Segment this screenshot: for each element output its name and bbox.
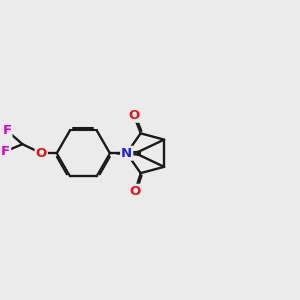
Text: O: O bbox=[36, 147, 47, 160]
Text: O: O bbox=[128, 109, 139, 122]
Text: N: N bbox=[121, 147, 132, 160]
Text: O: O bbox=[129, 185, 140, 198]
Text: F: F bbox=[1, 145, 10, 158]
Text: F: F bbox=[2, 124, 11, 137]
